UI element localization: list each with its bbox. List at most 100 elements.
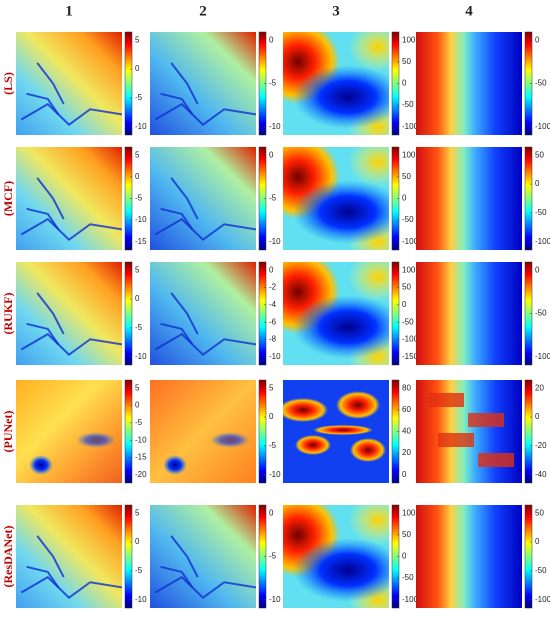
- colorbar-tick-label: -10: [135, 595, 147, 604]
- river: [154, 332, 256, 357]
- colorbar-tick-label: 50: [402, 172, 411, 181]
- heatmap: 5 0 -5 -10 -15 -20: [16, 379, 147, 484]
- heatmap-image: [416, 32, 522, 135]
- river: [20, 102, 122, 127]
- column-label: 4: [465, 3, 473, 19]
- colorbar-tick-label: 100: [402, 150, 416, 159]
- colorbar-tick-label: -4: [269, 300, 277, 309]
- colorbar-tick-label: 0: [402, 300, 407, 309]
- heatmap: 100 50 0 -50 -100: [283, 504, 419, 609]
- colorbar-tick-label: -20: [535, 441, 547, 450]
- field: [150, 262, 256, 365]
- colorbar-tick-label: -10: [269, 352, 281, 361]
- heatmap-image: [16, 147, 122, 250]
- field: [416, 262, 522, 365]
- field: [16, 32, 122, 135]
- blob: [295, 435, 331, 455]
- heatmap: 50 0 -50 -100: [416, 146, 550, 251]
- river: [160, 92, 194, 115]
- colorbar-tick-label: -10: [269, 595, 281, 604]
- colorbar-tick-label: 50: [402, 57, 411, 66]
- colorbar-tick-label: 50: [535, 150, 544, 159]
- colorbar-tick-label: -5: [269, 79, 277, 88]
- river: [36, 177, 65, 220]
- colorbar-tick-label: -15: [135, 453, 147, 462]
- colorbar-tick-label: 0: [269, 150, 274, 159]
- heatmap: 50 0 -50 -100: [416, 504, 550, 609]
- heatmap: 0 -5 -10: [150, 146, 281, 251]
- colorbar-tick-label: -50: [535, 208, 547, 217]
- colorbar-tick-label: 0: [135, 172, 140, 181]
- field: [416, 505, 522, 608]
- river: [20, 217, 122, 242]
- blob: [428, 393, 464, 407]
- colorbar-tick-label: -5: [269, 552, 277, 561]
- river: [154, 102, 256, 127]
- heatmap-image: [150, 32, 256, 135]
- colorbar-tick-label: -40: [535, 470, 547, 479]
- colorbar-tick-label: -100: [535, 237, 550, 246]
- colorbar-tick-label: 0: [135, 64, 140, 73]
- colorbar-tick-label: -5: [135, 566, 143, 575]
- blob: [29, 455, 53, 475]
- river: [160, 322, 194, 345]
- colorbar-tick-label: -2: [269, 283, 277, 292]
- colorbar-tick-label: -50: [535, 309, 547, 318]
- colorbar-tick-label: -50: [402, 317, 414, 326]
- blob: [293, 295, 389, 359]
- blob: [438, 433, 474, 447]
- colorbar-tick-label: 0: [535, 412, 540, 421]
- blob: [478, 453, 514, 467]
- colorbar: [124, 261, 133, 366]
- field: [16, 262, 122, 365]
- heatmap-image: [283, 505, 389, 608]
- colorbar: [524, 146, 533, 251]
- heatmap: 5 0 -5 -10: [16, 504, 147, 609]
- heatmap-image: [150, 380, 256, 483]
- colorbar-tick-label: -100: [535, 595, 550, 604]
- colorbar-tick-label: 50: [535, 508, 544, 517]
- row-label: (MCF): [1, 181, 15, 216]
- colorbar-tick-label: -5: [135, 418, 143, 427]
- colorbar-tick-label: 40: [402, 427, 411, 436]
- colorbar-tick-label: 0: [135, 401, 140, 410]
- field: [150, 147, 256, 250]
- colorbar-tick-label: -20: [135, 470, 147, 479]
- heatmap: 100 50 0 -50 -100 -150: [283, 261, 419, 366]
- colorbar-tick-label: -15: [135, 237, 147, 246]
- colorbar-tick-label: -100: [402, 237, 419, 246]
- colorbar: [258, 379, 267, 484]
- colorbar-tick-label: 0: [135, 537, 140, 546]
- colorbar-tick-label: -100: [402, 595, 419, 604]
- colorbar-tick-label: 0: [269, 412, 274, 421]
- blob: [350, 438, 386, 462]
- blob: [468, 413, 504, 427]
- column-label: 2: [199, 3, 207, 19]
- heatmap-image: [416, 505, 522, 608]
- river: [170, 292, 199, 335]
- colorbar-tick-label: 50: [402, 530, 411, 539]
- colorbar-tick-label: -5: [135, 323, 143, 332]
- colorbar-tick-label: -10: [135, 215, 147, 224]
- colorbar-tick-label: -10: [135, 352, 147, 361]
- colorbar-tick-label: 5: [135, 150, 140, 159]
- colorbar-tick-label: -100: [402, 122, 419, 131]
- river: [36, 292, 65, 335]
- heatmap-image: [283, 262, 389, 365]
- blob: [348, 147, 389, 187]
- colorbar-tick-label: 0: [402, 552, 407, 561]
- colorbar-tick-label: 0: [402, 79, 407, 88]
- heatmap-image: [16, 505, 122, 608]
- heatmap: 0 -50 -100: [416, 261, 550, 366]
- colorbar: [391, 261, 400, 366]
- field: [150, 32, 256, 135]
- colorbar-tick-label: 100: [402, 35, 416, 44]
- colorbar-tick-label: -6: [269, 317, 277, 326]
- colorbar-tick-label: 20: [402, 448, 411, 457]
- colorbar-tick-label: 0: [269, 265, 274, 274]
- river: [36, 535, 65, 578]
- heatmap-image: [150, 147, 256, 250]
- colorbar-tick-label: 0: [269, 508, 274, 517]
- colorbar-tick-label: 80: [402, 383, 411, 392]
